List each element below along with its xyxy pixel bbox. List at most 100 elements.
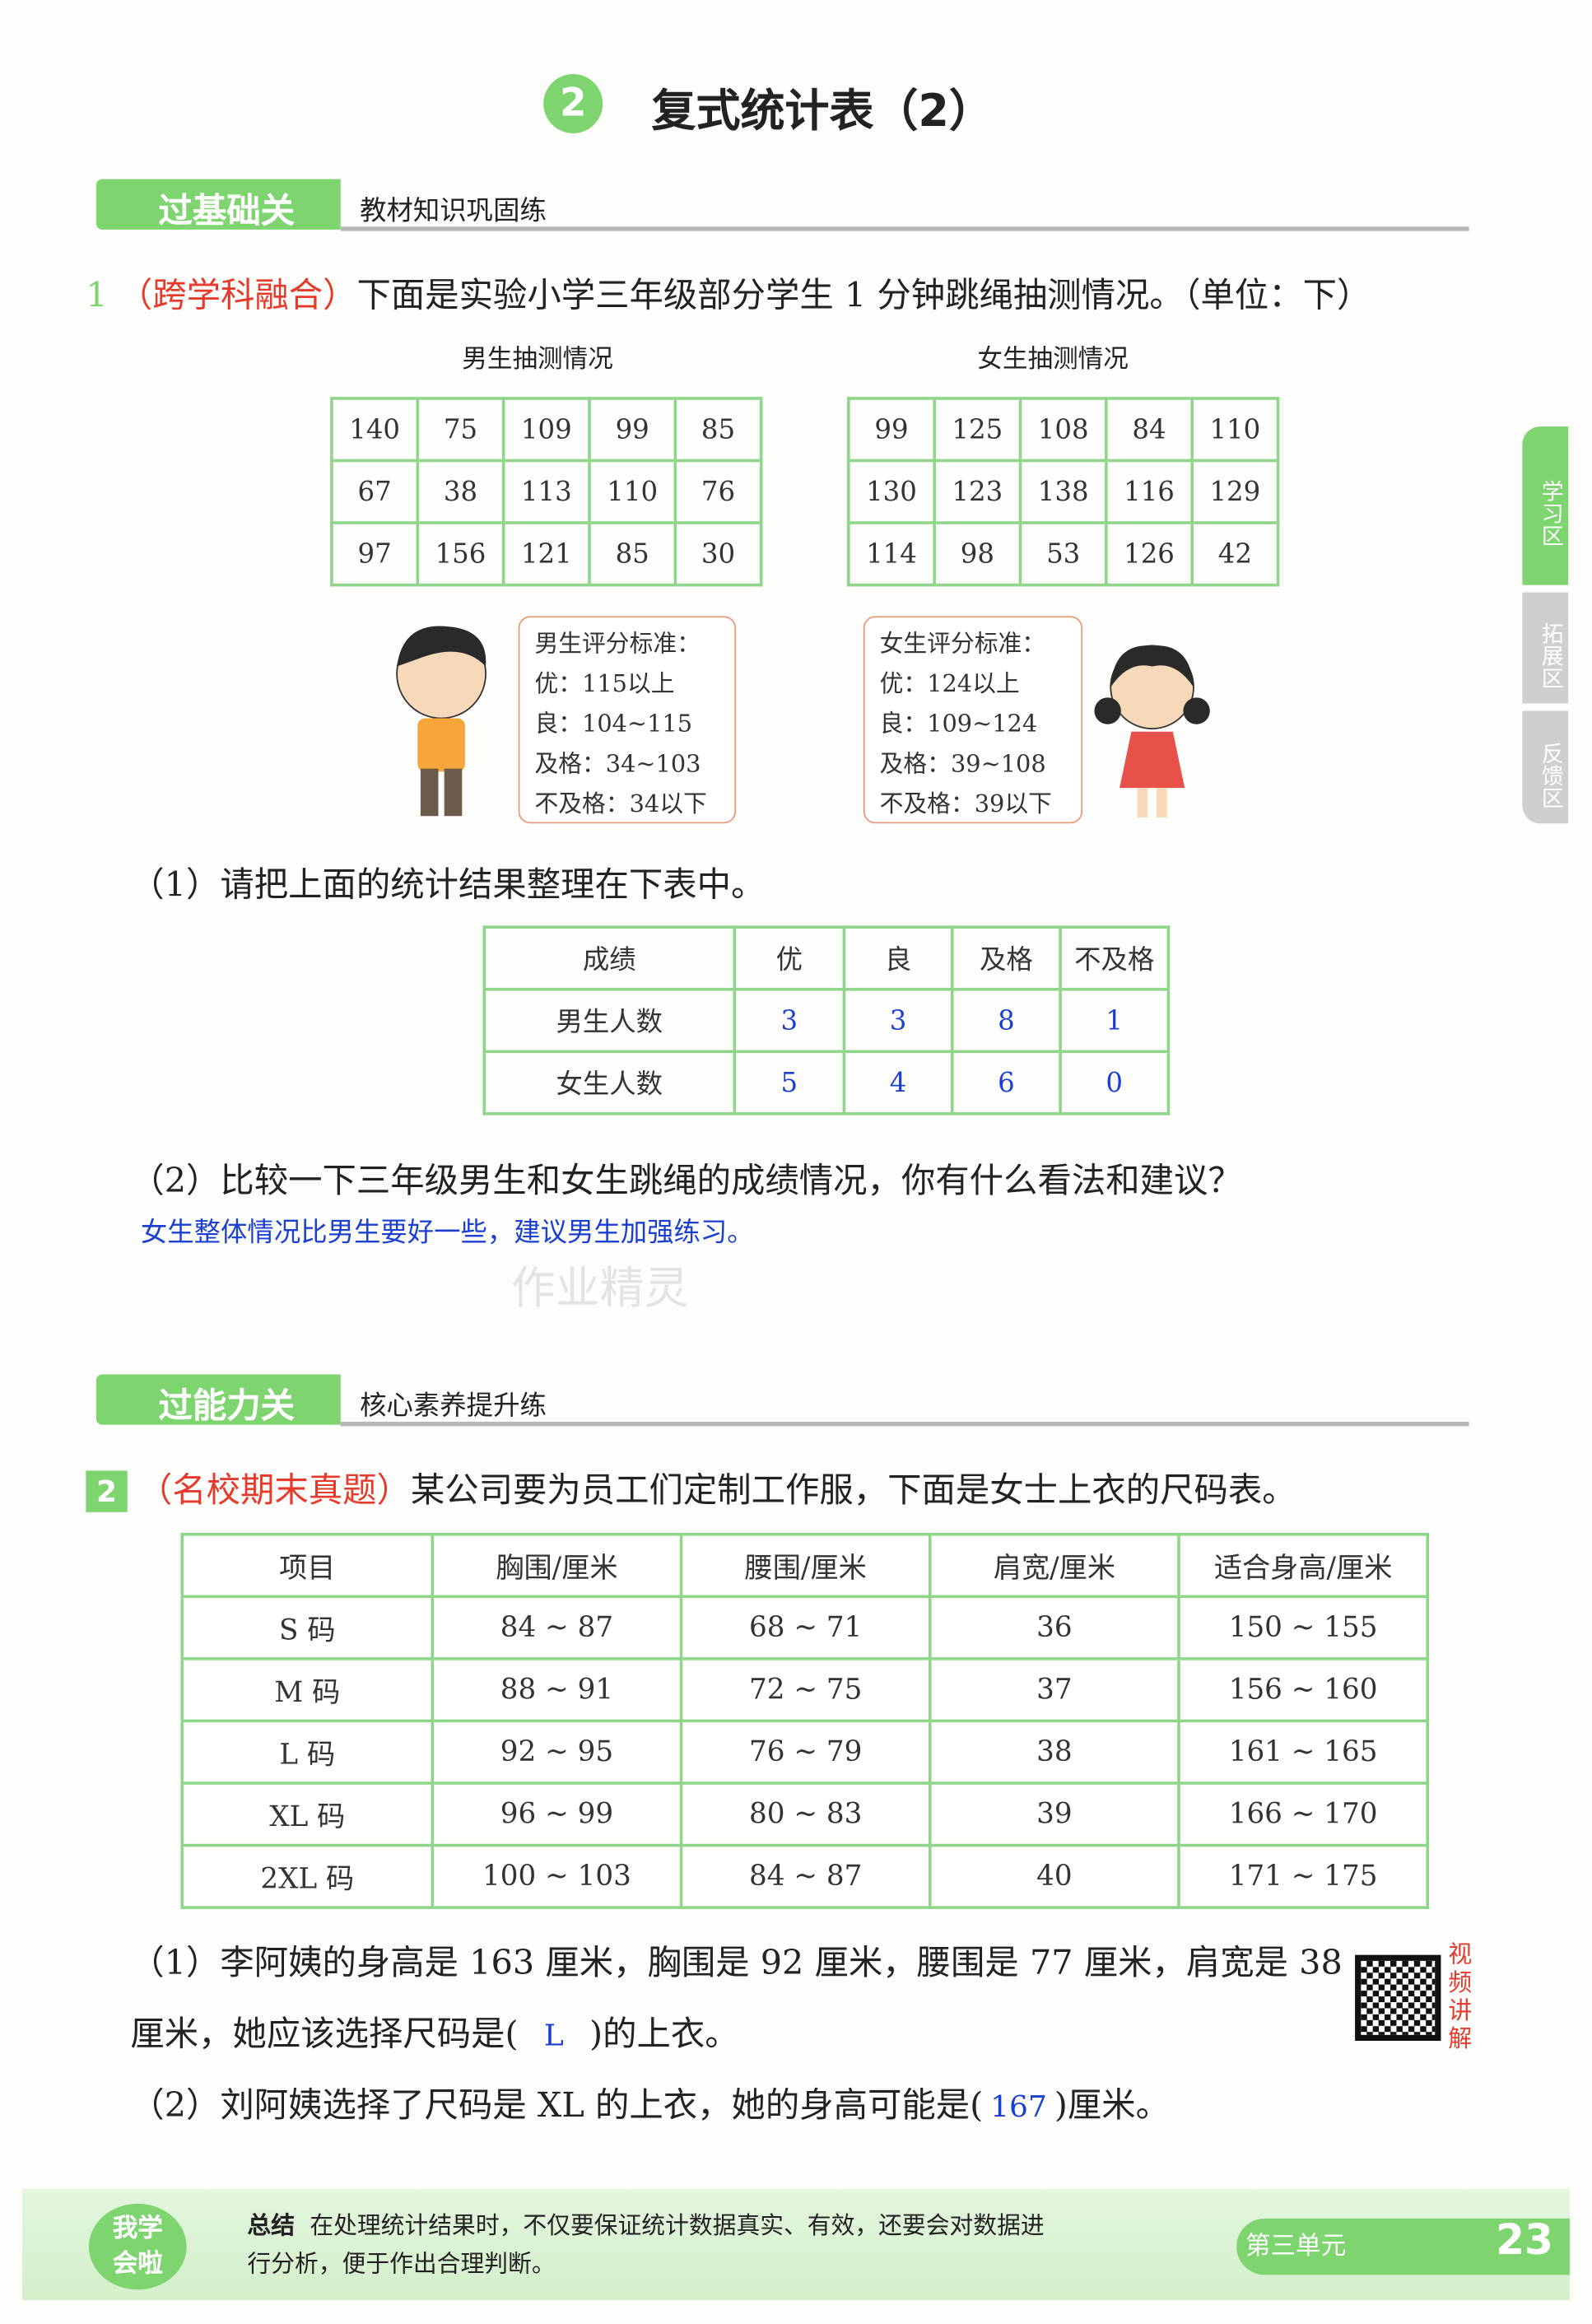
table-cell: 项目 — [180, 1532, 435, 1599]
standard-line: 良：109~124 — [879, 709, 1038, 738]
table-row: XL 码 96 ~ 99 80 ~ 83 39 166 ~ 170 — [180, 1781, 1430, 1847]
girl-standard-bubble: 女生评分标准： 优：124以上 良：109~124 及格：39~108 不及格：39以下 — [863, 616, 1083, 824]
table-cell: 99 — [847, 397, 936, 463]
table-cell: 88 ~ 91 — [431, 1657, 683, 1723]
table-row: 97 156 121 85 30 — [330, 521, 763, 587]
table-cell: 68 ~ 71 — [679, 1595, 932, 1660]
table-cell: 84 — [1105, 397, 1194, 463]
table-cell: 72 ~ 75 — [679, 1657, 932, 1723]
table-cell: 130 — [847, 459, 936, 524]
table-cell: 38 — [928, 1719, 1180, 1785]
standard-line: 及格：34~103 — [534, 749, 701, 778]
section-subtitle: 核心素养提升练 — [360, 1390, 547, 1423]
size-table: 项目 胸围/厘米 腰围/厘米 肩宽/厘米 适合身高/厘米 S 码 84 ~ 87 68 ~ 7… — [180, 1532, 1430, 1909]
table-row: 99 125 108 84 110 — [847, 397, 1280, 463]
question-number: 2 — [86, 1470, 128, 1512]
answer-l: L — [543, 2017, 564, 2053]
lesson-number-badge: 2 — [543, 73, 603, 133]
question-tag: （名校期末真题） — [137, 1472, 411, 1511]
table-cell: 良 — [842, 925, 954, 991]
text: （2）刘阿姨选择了尺码是 XL 的上衣，她的身高可能是( — [130, 2086, 984, 2126]
answer-height: 167 — [990, 2088, 1047, 2124]
question-text: 下面是实验小学三年级部分学生 1 分钟跳绳抽测情况。（单位：下） — [356, 277, 1371, 316]
table-row: L 码 92 ~ 95 76 ~ 79 38 161 ~ 165 — [180, 1719, 1430, 1785]
side-tab-extend[interactable]: 拓展区 — [1522, 592, 1569, 704]
table-cell: 0 — [1059, 1050, 1171, 1115]
page-title: 复式统计表（2） — [651, 86, 994, 138]
table-cell: 优 — [733, 925, 846, 991]
table-cell: 98 — [933, 521, 1022, 587]
summary-text: 在处理统计结果时，不仅要保证统计数据真实、有效，还要会对数据进 — [310, 2210, 1045, 2240]
side-tab-feedback[interactable]: 反馈区 — [1522, 710, 1569, 824]
question-number: 1 — [86, 277, 108, 316]
table-cell: 84 ~ 87 — [431, 1595, 683, 1660]
unit-label: 第三单元 — [1236, 2218, 1570, 2275]
table-cell: 80 ~ 83 — [679, 1781, 932, 1847]
section-subtitle: 教材知识巩固练 — [360, 195, 547, 227]
table-cell: 76 — [673, 459, 763, 524]
table-cell: 4 — [842, 1050, 954, 1115]
qr-code-icon[interactable] — [1355, 1954, 1441, 2042]
text: 厘米，她应该选择尺码是( — [130, 2015, 519, 2055]
standard-line: 良：104~115 — [534, 709, 693, 738]
table-cell: 114 — [847, 521, 936, 587]
table-cell: 121 — [501, 521, 591, 587]
standard-line: 不及格：39以下 — [879, 789, 1052, 818]
table-cell: 126 — [1105, 521, 1194, 587]
table-cell: 39 — [928, 1781, 1180, 1847]
q2-part1-line1: （1）李阿姨的身高是 163 厘米，胸围是 92 厘米，腰围是 77 厘米，肩宽… — [130, 1944, 1343, 1983]
table-cell: 85 — [673, 397, 763, 463]
footer-summary: 总结 在处理统计结果时，不仅要保证统计数据真实、有效，还要会对数据进 行分析，便于… — [247, 2207, 1209, 2284]
table-cell: 99 — [588, 397, 677, 463]
table-cell: 男生人数 — [482, 987, 737, 1054]
table-cell: 108 — [1018, 397, 1108, 463]
side-tab-study[interactable]: 学习区 — [1522, 426, 1569, 585]
table-cell: 53 — [1018, 521, 1108, 587]
table-cell: 76 ~ 79 — [679, 1719, 932, 1785]
girls-table-caption: 女生抽测情况 — [977, 345, 1129, 375]
result-table: 成绩优良及格 不及格 男生人数 3 3 8 1 女生人数 5 4 6 0 — [482, 925, 1171, 1115]
table-row: 男生人数 3 3 8 1 — [482, 987, 1171, 1054]
table-cell: 5 — [733, 1050, 846, 1115]
table-cell: 123 — [933, 459, 1022, 524]
footer-badge: 我学会啦 — [88, 2203, 187, 2290]
table-cell: 肩宽/厘米 — [928, 1532, 1180, 1599]
table-cell: 113 — [501, 459, 591, 524]
table-row: 140 75 109 99 85 — [330, 397, 763, 463]
standard-line: 优：124以上 — [879, 669, 1020, 698]
standard-line: 女生评分标准： — [879, 629, 1046, 658]
boys-data-table: 140 75 109 99 85 67 38 113 110 76 97 156 121 85 30 — [330, 397, 763, 587]
table-row: M 码 88 ~ 91 72 ~ 75 37 156 ~ 160 — [180, 1657, 1430, 1723]
question-1: 1 （跨学科融合）下面是实验小学三年级部分学生 1 分钟跳绳抽测情况。（单位：下… — [86, 267, 1371, 317]
watermark: 作业精灵 — [510, 1263, 689, 1316]
table-row: 成绩优良及格 不及格 — [482, 925, 1171, 991]
table-cell: 胸围/厘米 — [431, 1532, 683, 1599]
video-explanation-label[interactable]: 视频讲解 — [1448, 1940, 1473, 2053]
table-cell: 100 ~ 103 — [431, 1843, 683, 1909]
girl-illustration — [1094, 645, 1210, 818]
table-cell: 96 ~ 99 — [431, 1781, 683, 1847]
boy-illustration — [396, 626, 486, 817]
divider — [340, 1422, 1469, 1427]
q2-part2: （2）刘阿姨选择了尺码是 XL 的上衣，她的身高可能是(167)厘米。 — [130, 2076, 1170, 2126]
question-text: 某公司要为员工们定制工作服，下面是女士上衣的尺码表。 — [410, 1472, 1296, 1511]
table-cell: 36 — [928, 1595, 1180, 1660]
table-row: 项目 胸围/厘米 腰围/厘米 肩宽/厘米 适合身高/厘米 — [180, 1532, 1430, 1599]
table-cell: 140 — [330, 397, 420, 463]
section-tab-basic: 过基础关 — [95, 179, 341, 231]
table-cell: 8 — [950, 987, 1062, 1054]
summary-label: 总结 — [247, 2210, 296, 2240]
table-cell: XL 码 — [180, 1781, 435, 1847]
section-tab-ability: 过能力关 — [95, 1374, 341, 1426]
table-cell: 42 — [1190, 521, 1280, 587]
table-row: 2XL 码 100 ~ 103 84 ~ 87 40 171 ~ 175 — [180, 1843, 1430, 1909]
table-row: 67 38 113 110 76 — [330, 459, 763, 524]
q1-part1: （1）请把上面的统计结果整理在下表中。 — [130, 866, 766, 906]
q2-part1-line2: 厘米，她应该选择尺码是( L )的上衣。 — [130, 2005, 738, 2056]
table-cell: 2XL 码 — [180, 1843, 435, 1909]
text: )的上衣。 — [589, 2015, 739, 2055]
table-cell: 75 — [416, 397, 505, 463]
table-cell: M 码 — [180, 1657, 435, 1723]
table-cell: 腰围/厘米 — [679, 1532, 932, 1599]
